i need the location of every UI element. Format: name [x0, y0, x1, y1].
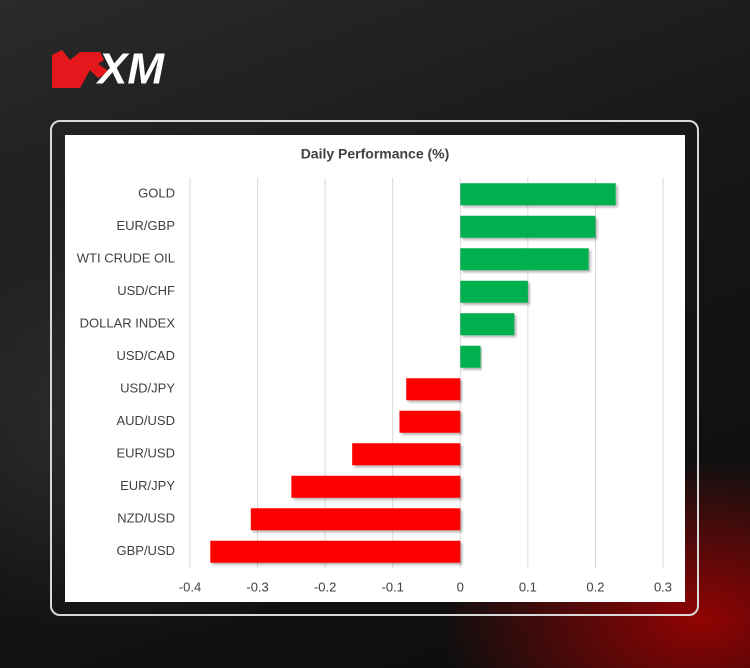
y-tick-label: DOLLAR INDEX: [80, 316, 176, 331]
bar: [352, 443, 461, 466]
bar: [250, 508, 461, 531]
bar: [210, 540, 461, 563]
y-tick-label: GBP/USD: [116, 543, 175, 558]
x-tick-label: 0.3: [654, 579, 672, 594]
y-tick-label: WTI CRUDE OIL: [77, 251, 175, 266]
y-tick-label: AUD/USD: [116, 413, 175, 428]
y-tick-label: EUR/GBP: [116, 218, 175, 233]
logo-mark: [52, 50, 110, 88]
bar: [460, 280, 528, 303]
x-tick-label: -0.1: [382, 579, 404, 594]
bar: [406, 378, 461, 401]
bar: [460, 215, 596, 238]
bar: [291, 475, 461, 498]
logo-text: XM: [95, 45, 165, 94]
x-tick-label: 0: [457, 579, 464, 594]
y-tick-label: USD/JPY: [120, 381, 175, 396]
y-tick-label: USD/CHF: [117, 283, 175, 298]
chart-title: Daily Performance (%): [301, 146, 450, 162]
frame: [50, 120, 699, 616]
x-tick-label: -0.4: [179, 579, 201, 594]
y-tick-label: NZD/USD: [117, 511, 175, 526]
plot: -0.4 -0.3 -0.2 -0.1 0 0.1 0.2 0.3 GOLD EUR/GBP WTI…: [77, 178, 672, 594]
x-tick-label: 0.2: [586, 579, 604, 594]
y-tick-label: GOLD: [138, 186, 175, 201]
y-tick-label: USD/CAD: [116, 348, 175, 363]
bar: [399, 410, 461, 433]
x-tick-label: -0.2: [314, 579, 336, 594]
bar: [460, 345, 481, 368]
x-tick-label: -0.3: [246, 579, 268, 594]
logo: XM: [52, 45, 165, 94]
bar: [460, 313, 515, 336]
bar: [460, 248, 589, 271]
x-tick-label: 0.1: [519, 579, 537, 594]
bar: [460, 183, 616, 206]
y-tick-label: EUR/JPY: [120, 478, 175, 493]
y-tick-label: EUR/USD: [116, 446, 175, 461]
